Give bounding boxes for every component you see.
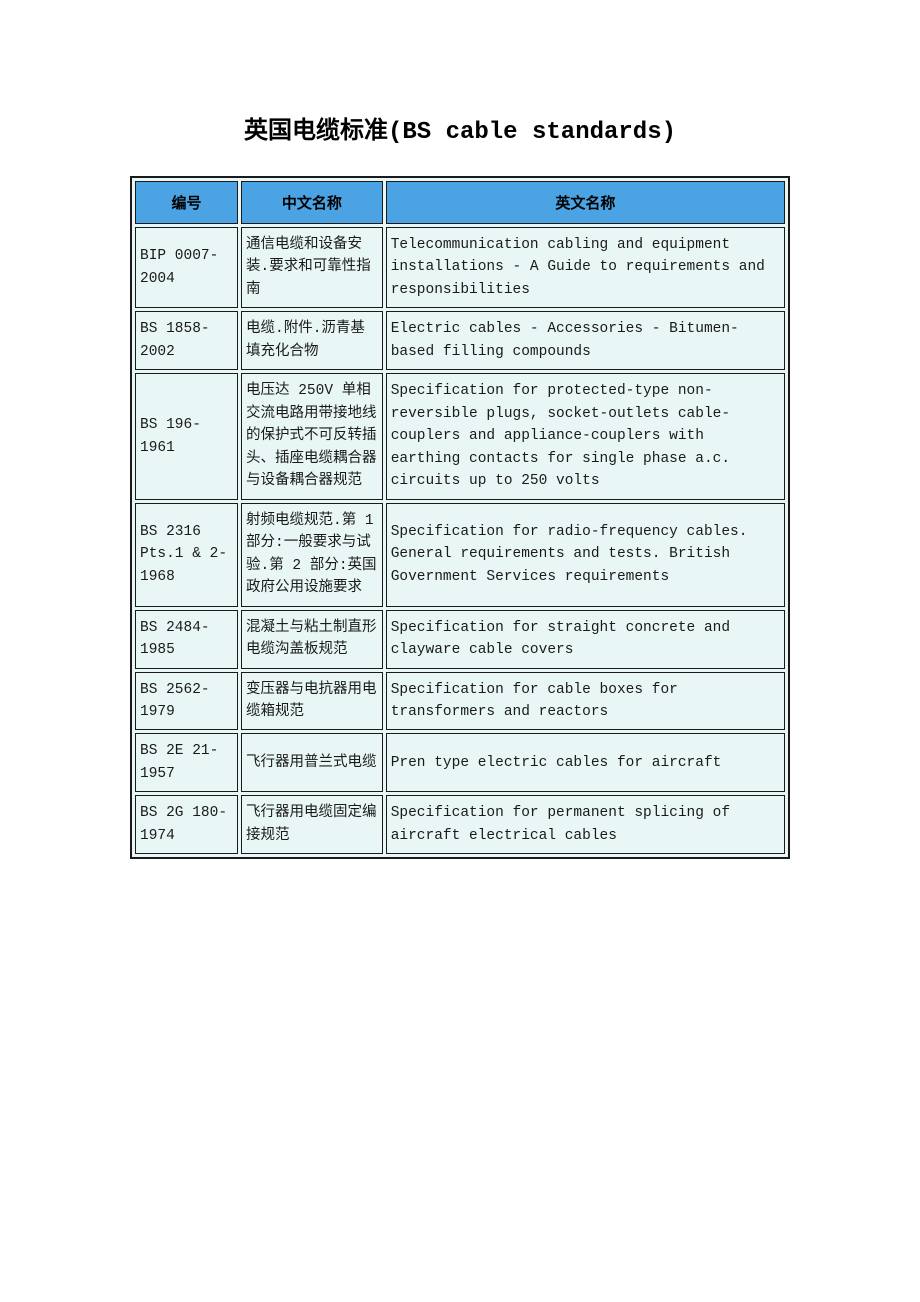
- cell-code: BS 2562-1979: [135, 672, 238, 731]
- cell-code: BIP 0007-2004: [135, 227, 238, 308]
- col-header-en: 英文名称: [386, 181, 785, 224]
- cell-en: Specification for straight concrete and …: [386, 610, 785, 669]
- cell-cn: 变压器与电抗器用电缆箱规范: [241, 672, 383, 731]
- col-header-code: 编号: [135, 181, 238, 224]
- cell-cn: 混凝土与粘土制直形电缆沟盖板规范: [241, 610, 383, 669]
- cell-en: Specification for radio-frequency cables…: [386, 503, 785, 607]
- table-row: BS 1858-2002 电缆.附件.沥青基填充化合物 Electric cab…: [135, 311, 785, 370]
- table-row: BS 2562-1979 变压器与电抗器用电缆箱规范 Specification…: [135, 672, 785, 731]
- cell-code: BS 2484-1985: [135, 610, 238, 669]
- cell-en: Specification for cable boxes for transf…: [386, 672, 785, 731]
- page-title: 英国电缆标准(BS cable standards): [130, 110, 790, 146]
- cell-cn: 飞行器用普兰式电缆: [241, 733, 383, 792]
- cell-cn: 电缆.附件.沥青基填充化合物: [241, 311, 383, 370]
- cell-cn: 电压达 250V 单相交流电路用带接地线的保护式不可反转插头、插座电缆耦合器与设…: [241, 373, 383, 499]
- table-row: BS 2316 Pts.1 & 2-1968 射频电缆规范.第 1 部分:一般要…: [135, 503, 785, 607]
- table-row: BIP 0007-2004 通信电缆和设备安装.要求和可靠性指南 Telecom…: [135, 227, 785, 308]
- cell-code: BS 196-1961: [135, 373, 238, 499]
- col-header-cn: 中文名称: [241, 181, 383, 224]
- cell-en: Specification for protected-type non-rev…: [386, 373, 785, 499]
- cell-code: BS 2G 180-1974: [135, 795, 238, 854]
- cell-en: Pren type electric cables for aircraft: [386, 733, 785, 792]
- standards-table: 编号 中文名称 英文名称 BIP 0007-2004 通信电缆和设备安装.要求和…: [130, 176, 790, 859]
- cell-cn: 通信电缆和设备安装.要求和可靠性指南: [241, 227, 383, 308]
- table-row: BS 2E 21-1957 飞行器用普兰式电缆 Pren type electr…: [135, 733, 785, 792]
- table-row: BS 2G 180-1974 飞行器用电缆固定编接规范 Specificatio…: [135, 795, 785, 854]
- cell-code: BS 2316 Pts.1 & 2-1968: [135, 503, 238, 607]
- table-row: BS 196-1961 电压达 250V 单相交流电路用带接地线的保护式不可反转…: [135, 373, 785, 499]
- cell-cn: 飞行器用电缆固定编接规范: [241, 795, 383, 854]
- table-row: BS 2484-1985 混凝土与粘土制直形电缆沟盖板规范 Specificat…: [135, 610, 785, 669]
- cell-cn: 射频电缆规范.第 1 部分:一般要求与试验.第 2 部分:英国政府公用设施要求: [241, 503, 383, 607]
- cell-code: BS 2E 21-1957: [135, 733, 238, 792]
- cell-en: Specification for permanent splicing of …: [386, 795, 785, 854]
- cell-code: BS 1858-2002: [135, 311, 238, 370]
- cell-en: Telecommunication cabling and equipment …: [386, 227, 785, 308]
- cell-en: Electric cables - Accessories - Bitumen-…: [386, 311, 785, 370]
- table-header-row: 编号 中文名称 英文名称: [135, 181, 785, 224]
